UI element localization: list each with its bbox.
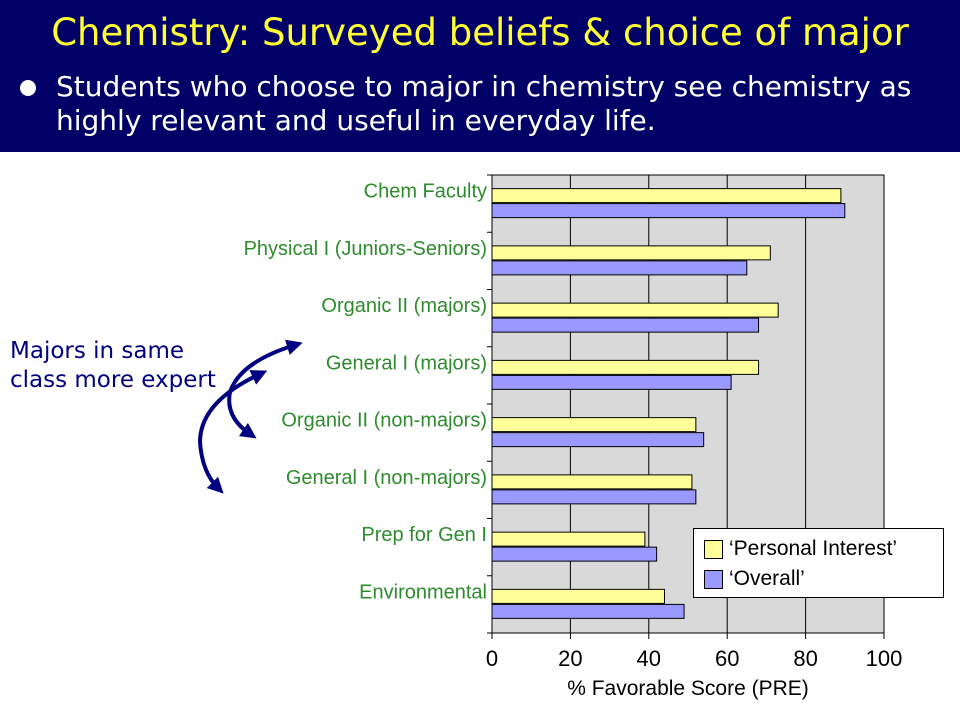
legend-label-personal-interest: ‘Personal Interest’	[729, 537, 898, 560]
bar-personal-interest-organic-ii-non-majors	[491, 417, 697, 433]
chart-legend: ‘Personal Interest’ ‘Overall’	[693, 528, 944, 598]
legend-entry-personal-interest: ‘Personal Interest’	[704, 537, 897, 561]
x-tick-label-40: 40	[637, 646, 661, 671]
bar-overall-chem-faculty	[491, 203, 846, 219]
x-tick-label-0: 0	[486, 646, 498, 671]
bar-overall-environmental	[491, 603, 685, 619]
bar-overall-physical-i-juniors-seniors	[491, 260, 748, 276]
bar-personal-interest-prep-for-gen-i	[491, 531, 646, 547]
bar-personal-interest-chem-faculty	[491, 188, 842, 204]
annotation-line-1: Majors in same	[10, 338, 185, 364]
legend-swatch-personal-interest	[704, 539, 723, 559]
category-label-organic-ii-non-majors: Organic II (non-majors)	[281, 410, 487, 432]
bar-personal-interest-environmental	[491, 588, 665, 604]
category-label-environmental: Environmental	[359, 581, 487, 603]
bar-overall-organic-ii-non-majors	[491, 432, 705, 448]
bar-personal-interest-organic-ii-majors	[491, 302, 779, 318]
category-label-general-i-majors: General I (majors)	[326, 352, 487, 374]
bar-overall-organic-ii-majors	[491, 317, 760, 333]
bar-chart: Chem Faculty Physical I (Juniors-Seniors)…	[197, 174, 903, 700]
slide-bullet: Students who choose to major in chemistr…	[56, 70, 912, 137]
bar-overall-general-i-majors	[491, 374, 732, 390]
title-banner	[0, 0, 960, 152]
bar-overall-general-i-non-majors	[491, 489, 697, 505]
legend-label-overall: ‘Overall’	[729, 567, 805, 590]
x-tick-label-60: 60	[715, 646, 739, 671]
x-tick-label-20: 20	[558, 646, 582, 671]
annotation-line-2: class more expert	[10, 367, 216, 393]
legend-swatch-overall	[704, 569, 723, 589]
slide-title: Chemistry: Surveyed beliefs & choice of …	[51, 11, 909, 54]
arrow-general-majors	[197, 370, 268, 494]
bar-overall-prep-for-gen-i	[491, 546, 658, 562]
bullet-dot-icon	[20, 80, 36, 96]
category-label-chem-faculty: Chem Faculty	[364, 181, 487, 203]
category-label-physical-i-juniors-seniors: Physical I (Juniors-Seniors)	[244, 238, 487, 260]
category-label-general-i-non-majors: General I (non-majors)	[286, 467, 487, 489]
bar-personal-interest-physical-i-juniors-seniors	[491, 245, 771, 261]
bar-personal-interest-general-i-non-majors	[491, 474, 693, 490]
annotation-text: Majors in same class more expert	[10, 337, 216, 395]
legend-entry-overall: ‘Overall’	[704, 567, 805, 591]
x-tick-label-80: 80	[793, 646, 817, 671]
x-tick-label-100: 100	[866, 646, 903, 671]
bar-personal-interest-general-i-majors	[491, 359, 760, 375]
category-label-organic-ii-majors: Organic II (majors)	[321, 295, 487, 317]
category-label-prep-for-gen-i: Prep for Gen I	[361, 524, 487, 546]
x-axis-label: % Favorable Score (PRE)	[567, 677, 809, 700]
